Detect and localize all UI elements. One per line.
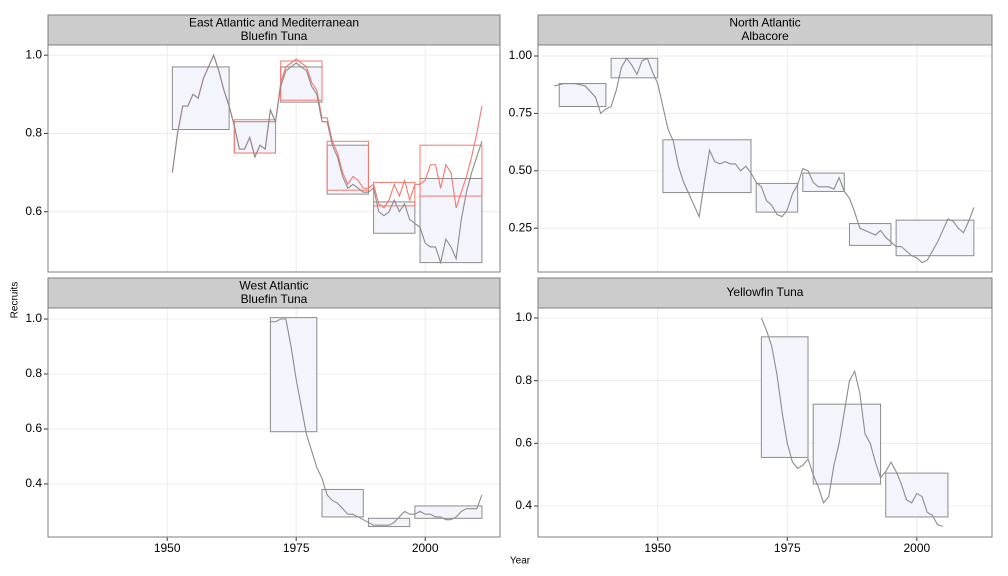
regime-box — [755, 182, 799, 213]
strip-title: North Atlantic — [729, 15, 800, 29]
regime-box — [610, 57, 659, 79]
x-tick-label: 2000 — [904, 541, 931, 555]
panel-border — [47, 307, 501, 538]
regime-box — [233, 121, 277, 154]
y-tick-label: 0.25 — [509, 220, 533, 234]
y-tick-label: 0.4 — [25, 476, 42, 490]
regime-box — [419, 144, 483, 197]
strip-title: Bluefin Tuna — [241, 292, 308, 306]
y-tick-label: 0.50 — [509, 163, 533, 177]
panel-border — [537, 307, 993, 538]
regime-box — [373, 181, 416, 207]
strip-title: Albacore — [741, 29, 789, 43]
regime-box — [280, 66, 323, 103]
y-tick-label: 0.6 — [25, 421, 42, 435]
regime-box — [802, 172, 845, 192]
strip-background — [47, 14, 501, 46]
regime-box — [848, 223, 892, 246]
y-tick-label: 0.4 — [515, 498, 532, 512]
regime-box — [280, 60, 323, 101]
strip-title: Bluefin Tuna — [241, 29, 308, 43]
y-tick-label: 0.6 — [25, 204, 42, 218]
x-tick-label: 1975 — [774, 541, 801, 555]
regime-box — [558, 83, 607, 108]
strip-background — [47, 277, 501, 309]
strip-background — [537, 14, 993, 46]
regime-box — [321, 488, 364, 518]
regime-box — [760, 336, 809, 458]
regime-box — [419, 177, 483, 264]
y-tick-label: 1.0 — [25, 47, 42, 61]
regime-box — [662, 139, 752, 194]
y-tick-label: 0.8 — [515, 373, 532, 387]
x-tick-label: 1950 — [644, 541, 671, 555]
strip-title: Yellowfin Tuna — [727, 285, 804, 299]
y-tick-label: 1.0 — [515, 310, 532, 324]
strip-title: East Atlantic and Mediterranean — [189, 15, 359, 29]
y-tick-label: 0.8 — [25, 126, 42, 140]
y-tick-label: 0.6 — [515, 436, 532, 450]
x-tick-label: 2000 — [412, 541, 439, 555]
strip-background — [537, 277, 993, 309]
regime-box — [171, 66, 230, 131]
y-tick-label: 0.75 — [509, 106, 533, 120]
regime-box — [895, 219, 975, 257]
y-tick-label: 1.0 — [25, 311, 42, 325]
x-tick-label: 1950 — [154, 541, 181, 555]
panel-border — [537, 44, 993, 273]
panel-border — [47, 44, 501, 273]
series-line — [270, 318, 483, 526]
x-tick-label: 1975 — [283, 541, 310, 555]
regime-box — [326, 140, 369, 191]
regime-box — [233, 119, 277, 154]
y-tick-label: 0.8 — [25, 366, 42, 380]
strip-title: West Atlantic — [239, 278, 308, 292]
series-line — [171, 53, 483, 265]
regime-box — [269, 317, 318, 433]
series-line — [553, 57, 975, 264]
regime-box — [414, 505, 483, 519]
y-axis-label: Recruits — [10, 282, 21, 319]
regime-box — [812, 403, 882, 485]
x-axis-label: Year — [510, 556, 531, 567]
series-line — [760, 317, 943, 527]
regime-box — [885, 472, 949, 518]
regime-box — [373, 201, 416, 234]
y-tick-label: 1.00 — [509, 48, 533, 62]
